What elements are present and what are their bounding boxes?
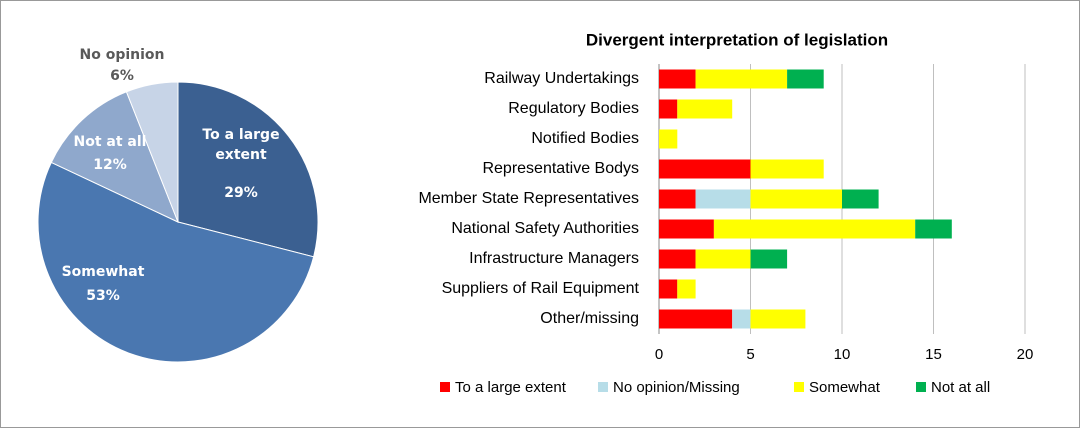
bar-segment: [677, 279, 696, 299]
slice-value-box: 29%: [224, 185, 258, 201]
y-tick-label: Infrastructure Managers: [469, 250, 639, 267]
slice-value-box: 12%: [93, 157, 127, 173]
x-tick-label: 15: [925, 346, 942, 363]
bar-segment: [659, 309, 733, 329]
slice-value: 53%: [86, 288, 120, 304]
bar-segment: [787, 69, 824, 89]
legend-swatch: [440, 382, 450, 392]
y-tick-label: Member State Representatives: [418, 190, 639, 207]
x-tick-label: 5: [746, 346, 754, 363]
bar-segment: [677, 99, 733, 119]
bar-segment: [659, 189, 696, 209]
legend-swatch: [598, 382, 608, 392]
bar-segment: [659, 99, 678, 119]
slice-value: 12%: [93, 157, 127, 173]
bar-segment: [659, 159, 751, 179]
y-tick-label: Notified Bodies: [531, 130, 639, 147]
y-tick-label: Other/missing: [540, 310, 639, 327]
legend-swatch: [916, 382, 926, 392]
slice-value-box: 6%: [110, 68, 134, 84]
chart-title: Divergent interpretation of legislation: [586, 30, 888, 49]
bar-segment: [842, 189, 879, 209]
x-tick-label: 10: [834, 346, 851, 363]
legend-swatch: [794, 382, 804, 392]
bar-segment: [659, 129, 678, 149]
slice-value-box: 53%: [86, 288, 120, 304]
slice-label-box: Not at all: [73, 134, 147, 150]
pie-slice: [50, 91, 179, 223]
y-tick-label: Railway Undertakings: [484, 70, 639, 87]
pie-slice: [125, 81, 179, 223]
bar-segment: [750, 249, 788, 269]
bar-segment: [659, 249, 696, 269]
bar-segment: [732, 309, 751, 329]
legend-label: No opinion/Missing: [613, 379, 740, 396]
bar-segment: [750, 159, 824, 179]
y-tick-label: National Safety Authorities: [451, 220, 639, 237]
slice-label-box: To a large extent: [202, 127, 280, 163]
slice-label-box: Somewhat: [61, 264, 145, 280]
bar-segment: [659, 69, 696, 89]
slice-label-box: No opinion: [79, 47, 165, 63]
pie-slice: [177, 81, 319, 258]
x-tick-label: 20: [1017, 346, 1034, 363]
bar-segment: [915, 219, 952, 239]
bar-segment: [659, 279, 678, 299]
legend-label: To a large extent: [455, 379, 567, 396]
pie-slice: [37, 161, 315, 363]
bar-segment: [695, 69, 788, 89]
y-tick-label: Suppliers of Rail Equipment: [442, 280, 640, 297]
slice-label: Not at all: [73, 134, 147, 150]
y-tick-label: Regulatory Bodies: [508, 100, 639, 117]
slice-value: 29%: [224, 185, 258, 201]
slice-value: 6%: [110, 68, 134, 84]
x-tick-label: 0: [655, 346, 663, 363]
legend-label: Not at all: [931, 379, 990, 396]
slice-label: Somewhat: [61, 264, 145, 280]
bar-segment: [659, 219, 714, 239]
slice-label: No opinion: [79, 47, 165, 63]
bar-segment: [713, 219, 916, 239]
y-tick-label: Representative Bodys: [482, 160, 639, 177]
bar-segment: [750, 309, 806, 329]
bar-segment: [750, 189, 842, 209]
slice-label: To a large extent: [202, 127, 280, 163]
legend-label: Somewhat: [809, 379, 881, 396]
bar-segment: [695, 189, 751, 209]
bar-segment: [695, 249, 751, 269]
